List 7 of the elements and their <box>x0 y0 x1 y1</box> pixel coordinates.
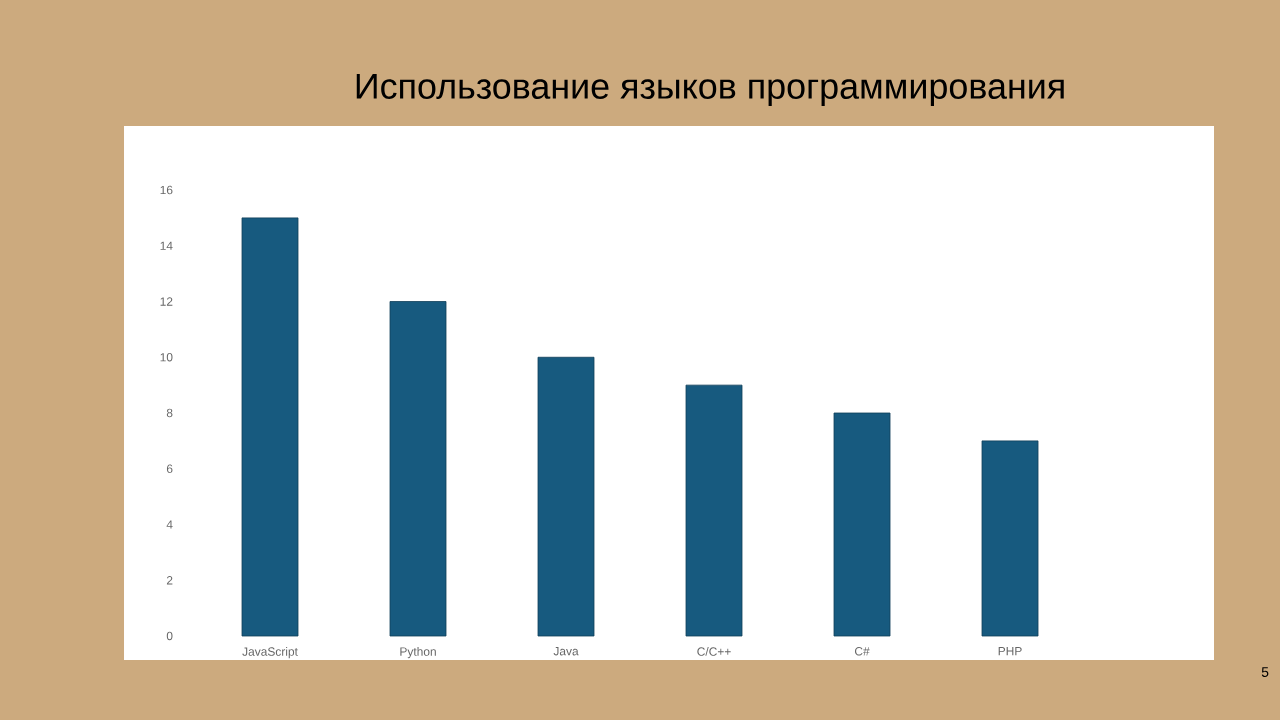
bar <box>685 384 743 637</box>
bar <box>537 356 595 637</box>
bar <box>389 301 447 637</box>
bar <box>833 412 891 637</box>
bar <box>241 217 299 637</box>
chart-title: Использование языков программирования <box>356 73 1064 107</box>
bar <box>981 440 1039 637</box>
